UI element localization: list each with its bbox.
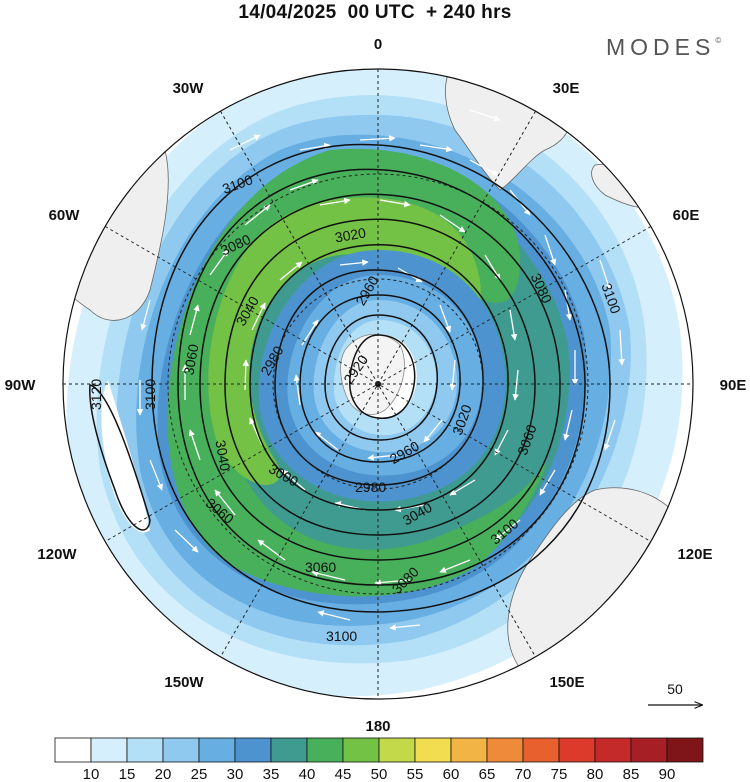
contour-label-3120: 3120 — [88, 379, 104, 410]
lon-label-0: 0 — [374, 36, 382, 53]
colorbar-swatch — [522, 737, 560, 763]
colorbar-tick-label: 15 — [119, 766, 136, 782]
colorbar-swatch — [306, 737, 344, 763]
reference-vector: 50 — [648, 681, 702, 705]
contour-label-3060: 3060 — [180, 343, 201, 377]
lon-label-60w: 60W — [49, 207, 81, 224]
lon-label-120e: 120E — [677, 546, 712, 563]
contour-label-3060c: 3060 — [305, 559, 336, 575]
colorbar-swatch — [450, 737, 488, 763]
colorbar-swatch — [378, 737, 416, 763]
map-title: 14/04/2025 00 UTC + 240 hrs — [238, 2, 512, 23]
colorbar-tick-label: 10 — [83, 766, 100, 782]
brand-mark: © — [715, 36, 722, 45]
contour-label-3020: 3020 — [334, 224, 368, 245]
lon-label-120w: 120W — [37, 546, 77, 563]
colorbar-tick-label: 45 — [335, 766, 352, 782]
colorbar-tick-label: 60 — [443, 766, 460, 782]
lon-label-90e: 90E — [720, 377, 747, 394]
lon-label-90w: 90W — [5, 377, 37, 394]
colorbar: 10 15 20 25 30 35 40 45 50 55 60 65 70 75 80 85 90 — [54, 737, 704, 782]
colorbar-swatch — [126, 737, 164, 763]
map-border — [62, 68, 694, 700]
colorbar-tick-label: 55 — [407, 766, 424, 782]
lon-label-150e: 150E — [549, 674, 584, 691]
reference-vector-label: 50 — [667, 681, 683, 697]
colorbar-swatch — [54, 737, 92, 763]
modes-logo: MODES© — [606, 34, 721, 61]
colorbar-tick-label: 40 — [299, 766, 316, 782]
colorbar-tick-label: 85 — [623, 766, 640, 782]
colorbar-swatch — [198, 737, 236, 763]
colorbar-tick-label: 65 — [479, 766, 496, 782]
colorbar-tick-label: 30 — [227, 766, 244, 782]
colorbar-swatch — [558, 737, 596, 763]
colorbar-tick-label: 20 — [155, 766, 172, 782]
colorbar-swatch — [666, 737, 704, 763]
colorbar-swatch — [630, 737, 668, 763]
contour-label-2980: 2980 — [355, 479, 386, 495]
lon-label-60e: 60E — [673, 207, 700, 224]
colorbar-swatch — [414, 737, 452, 763]
colorbar-tick-label: 75 — [551, 766, 568, 782]
colorbar-tick-label: 90 — [659, 766, 676, 782]
colorbar-swatch — [162, 737, 200, 763]
lon-label-30e: 30E — [553, 80, 580, 97]
colorbar-swatch — [270, 737, 308, 763]
lon-label-150w: 150W — [164, 674, 204, 691]
colorbar-tick-label: 80 — [587, 766, 604, 782]
colorbar-swatch — [594, 737, 632, 763]
lon-label-30w: 30W — [173, 80, 205, 97]
colorbar-tick-label: 35 — [263, 766, 280, 782]
lon-label-180: 180 — [365, 718, 390, 735]
wind-vectors — [136, 109, 625, 631]
colorbar-swatch — [90, 737, 128, 763]
brand-text: MODES — [606, 34, 716, 60]
colorbar-swatch — [234, 737, 272, 763]
longitude-labels: 0 30E 60E 90E 120E 150E 180 150W 120W 90… — [5, 36, 747, 735]
contour-label-3100e: 3100 — [142, 379, 158, 410]
graticule — [63, 69, 693, 699]
colorbar-swatch — [342, 737, 380, 763]
colorbar-tick-label: 70 — [515, 766, 532, 782]
colorbar-swatch — [486, 737, 524, 763]
contour-label-3040c: 3040 — [212, 439, 233, 473]
colorbar-tick-label: 25 — [191, 766, 208, 782]
colorbar-tick-label: 50 — [371, 766, 388, 782]
contour-label-3100d: 3100 — [326, 628, 357, 644]
